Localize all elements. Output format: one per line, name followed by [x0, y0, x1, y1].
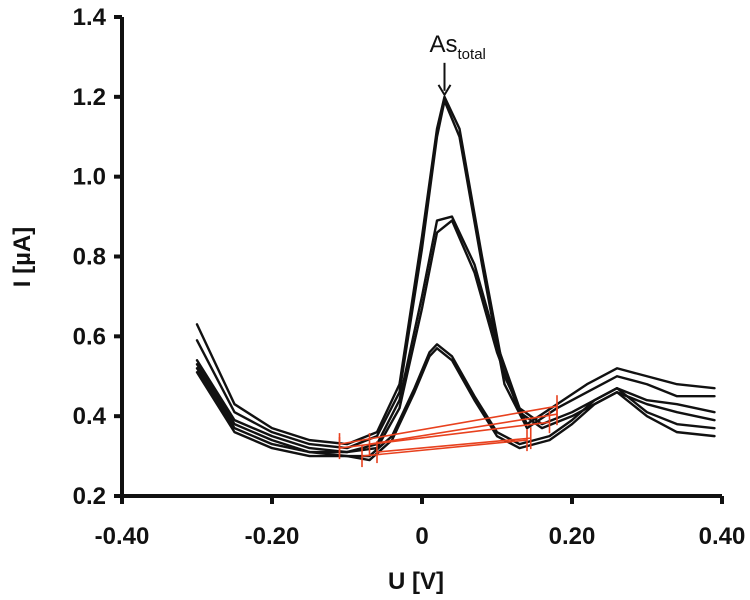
baseline-segment-2: [369, 413, 558, 445]
y-tick-label: 1.2: [73, 84, 106, 111]
series-line-1: [195, 95, 716, 446]
baseline-segment-5: [361, 439, 528, 457]
x-tick-label: 0.20: [549, 523, 596, 550]
annotation-main-text: As: [430, 31, 458, 58]
x-axis-title: U [V]: [388, 568, 444, 595]
y-axis-title: I [µA]: [9, 227, 36, 287]
annotation-label: Astotal: [430, 31, 486, 63]
y-tick-label: 1.4: [73, 4, 107, 31]
x-tick-label: -0.40: [95, 523, 150, 550]
baseline-group: [338, 395, 558, 468]
annotation-arrow-head: [437, 84, 452, 97]
series-line-3: [195, 215, 716, 454]
y-tick-label: 0.8: [73, 244, 106, 271]
baseline-segment-3: [339, 421, 550, 449]
series-line-6: [195, 347, 716, 462]
x-tick-label: -0.20: [245, 523, 300, 550]
annotation-group: Astotal: [430, 31, 486, 97]
y-tick-label: 0.4: [73, 403, 107, 430]
y-tick-label: 0.6: [73, 323, 106, 350]
series-line-2: [195, 99, 716, 450]
series-group: [195, 95, 716, 462]
y-tick-label: 1.0: [73, 164, 106, 191]
baseline-segment-4: [376, 437, 531, 453]
x-tick-label: 0: [415, 523, 428, 550]
ticks: 0.2 0.4 0.6 0.8 1.0 1.2 1.4 -0.40 -0.20 0 0.20 0.40: [73, 4, 746, 550]
axes: [120, 17, 722, 498]
annotation-subscript: total: [458, 46, 486, 63]
series-line-4: [195, 219, 716, 454]
y-tick-label: 0.2: [73, 483, 106, 510]
baseline-segment-1: [339, 405, 558, 445]
x-tick-label: 0.40: [699, 523, 746, 550]
series-line-5: [195, 343, 716, 458]
